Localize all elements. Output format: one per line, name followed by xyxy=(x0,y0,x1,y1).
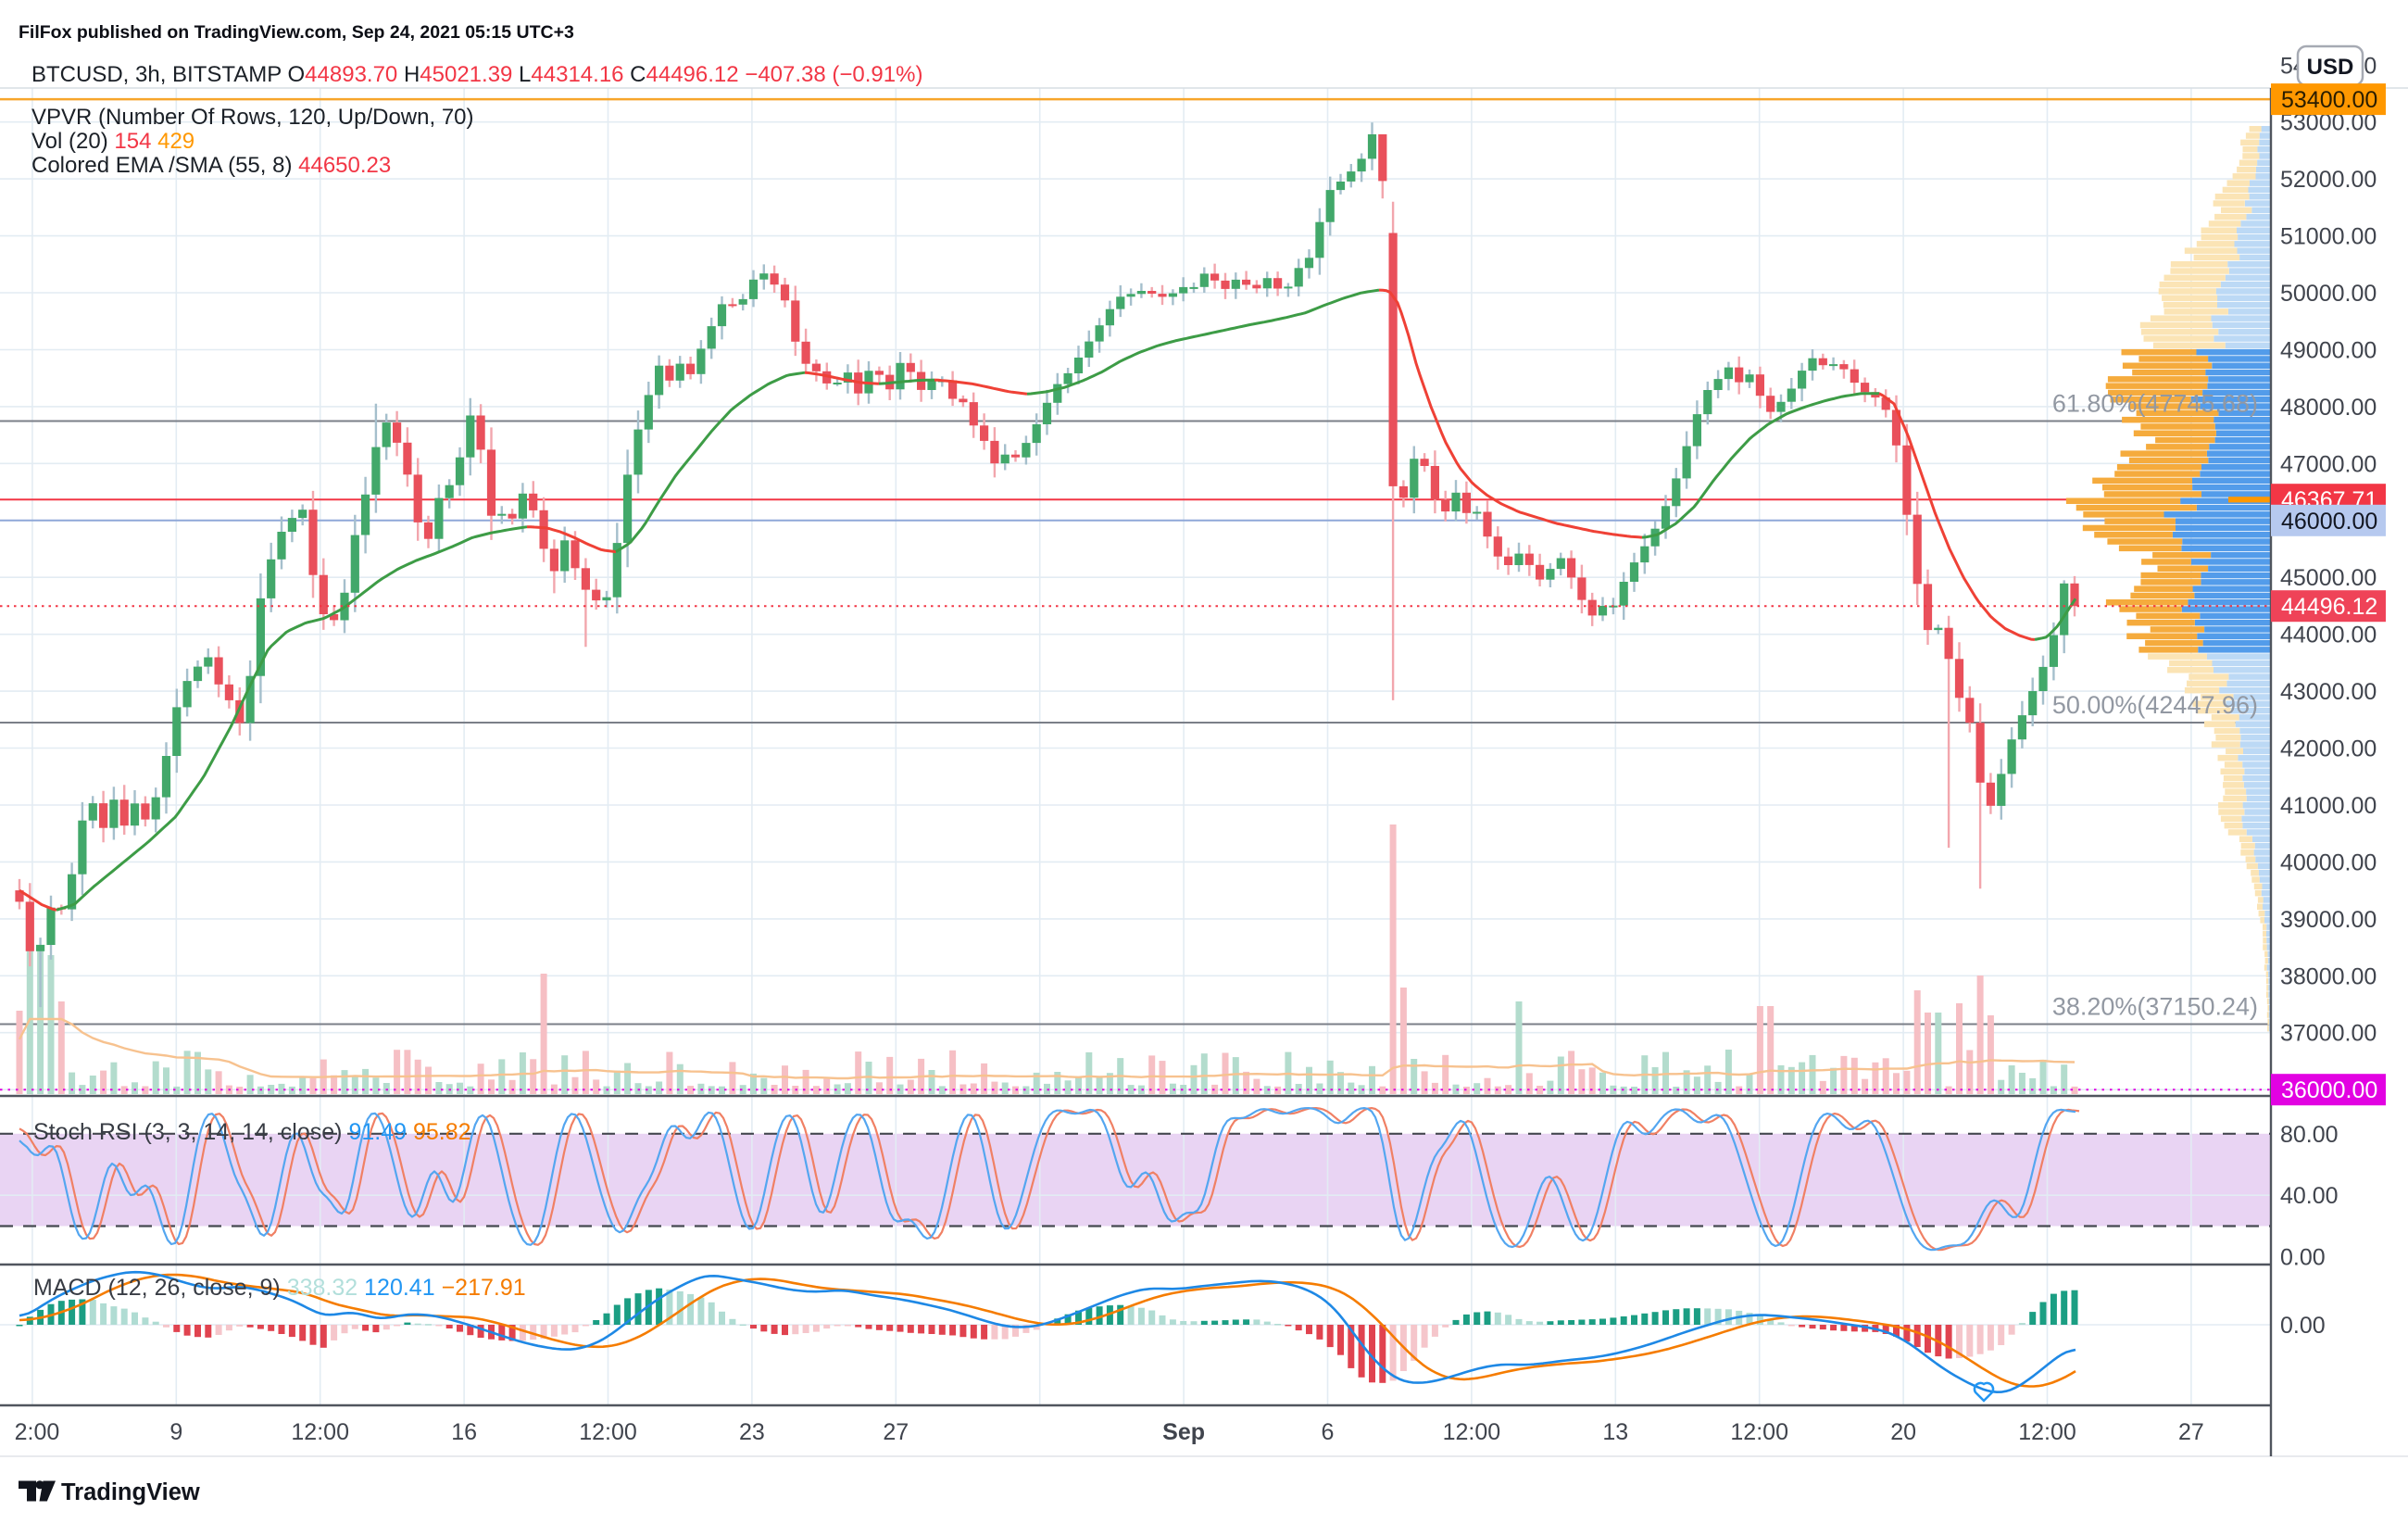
svg-text:41000.00: 41000.00 xyxy=(2280,793,2377,819)
svg-text:2:00: 2:00 xyxy=(15,1419,60,1445)
svg-text:23: 23 xyxy=(739,1419,765,1445)
svg-text:12:00: 12:00 xyxy=(291,1419,349,1445)
svg-text:38000.00: 38000.00 xyxy=(2280,963,2377,989)
svg-text:FilFox published on TradingVie: FilFox published on TradingView.com, Sep… xyxy=(19,22,574,43)
svg-text:53400.00: 53400.00 xyxy=(2281,87,2377,113)
svg-text:MACD (12, 26, close, 9) 338.3: MACD (12, 26, close, 9) 338.32 120.41 −2… xyxy=(33,1275,526,1301)
svg-text:Vol (20) 154 429: Vol (20) 154 429 xyxy=(31,129,194,154)
svg-text:Colored EMA /SMA (55, 8) 446: Colored EMA /SMA (55, 8) 44650.23 xyxy=(31,153,391,178)
svg-text:Sep: Sep xyxy=(1162,1419,1205,1445)
svg-text:27: 27 xyxy=(2178,1419,2204,1445)
svg-text:47000.00: 47000.00 xyxy=(2280,451,2377,477)
svg-text:40.00: 40.00 xyxy=(2280,1183,2339,1209)
svg-text:50000.00: 50000.00 xyxy=(2280,281,2377,307)
svg-text:VPVR (Number Of Rows, 120, Up/: VPVR (Number Of Rows, 120, Up/Down, 70) xyxy=(31,105,474,130)
svg-text:46000.00: 46000.00 xyxy=(2281,509,2377,535)
svg-text:27: 27 xyxy=(883,1419,909,1445)
svg-text:37000.00: 37000.00 xyxy=(2280,1021,2377,1047)
svg-text:61.80%(47745.68): 61.80%(47745.68) xyxy=(2052,390,2258,418)
svg-text:9: 9 xyxy=(169,1419,182,1445)
svg-text:16: 16 xyxy=(451,1419,477,1445)
svg-text:43000.00: 43000.00 xyxy=(2280,679,2377,705)
svg-text:13: 13 xyxy=(1602,1419,1628,1445)
svg-text:44496.12: 44496.12 xyxy=(2281,594,2377,620)
svg-text:BTCUSD, 3h, BITSTAMP O44893.7: BTCUSD, 3h, BITSTAMP O44893.70 H45021.39… xyxy=(31,62,922,87)
svg-text:49000.00: 49000.00 xyxy=(2280,338,2377,364)
svg-text:12:00: 12:00 xyxy=(579,1419,637,1445)
svg-text:12:00: 12:00 xyxy=(1443,1419,1501,1445)
svg-text:38.20%(37150.24): 38.20%(37150.24) xyxy=(2052,993,2258,1021)
svg-text:80.00: 80.00 xyxy=(2280,1122,2339,1148)
svg-text:36000.00: 36000.00 xyxy=(2281,1077,2377,1103)
svg-text:40000.00: 40000.00 xyxy=(2280,850,2377,875)
svg-text:USD: USD xyxy=(2307,55,2354,80)
svg-text:50.00%(42447.96): 50.00%(42447.96) xyxy=(2052,691,2258,719)
svg-text:12:00: 12:00 xyxy=(1730,1419,1788,1445)
svg-text:51000.00: 51000.00 xyxy=(2280,224,2377,250)
svg-text:Stoch RSI (3, 3, 14, 14, close: Stoch RSI (3, 3, 14, 14, close) 91.49 95… xyxy=(33,1119,471,1145)
svg-text:44000.00: 44000.00 xyxy=(2280,623,2377,648)
svg-text:42000.00: 42000.00 xyxy=(2280,736,2377,762)
svg-text:12:00: 12:00 xyxy=(2018,1419,2076,1445)
svg-text:45000.00: 45000.00 xyxy=(2280,565,2377,591)
svg-text:TradingView: TradingView xyxy=(61,1479,200,1505)
svg-text:0.00: 0.00 xyxy=(2280,1245,2326,1271)
svg-text:6: 6 xyxy=(1322,1419,1335,1445)
svg-text:52000.00: 52000.00 xyxy=(2280,167,2377,193)
svg-text:48000.00: 48000.00 xyxy=(2280,395,2377,421)
svg-text:20: 20 xyxy=(1890,1419,1916,1445)
svg-text:39000.00: 39000.00 xyxy=(2280,907,2377,933)
svg-text:0.00: 0.00 xyxy=(2280,1313,2326,1339)
